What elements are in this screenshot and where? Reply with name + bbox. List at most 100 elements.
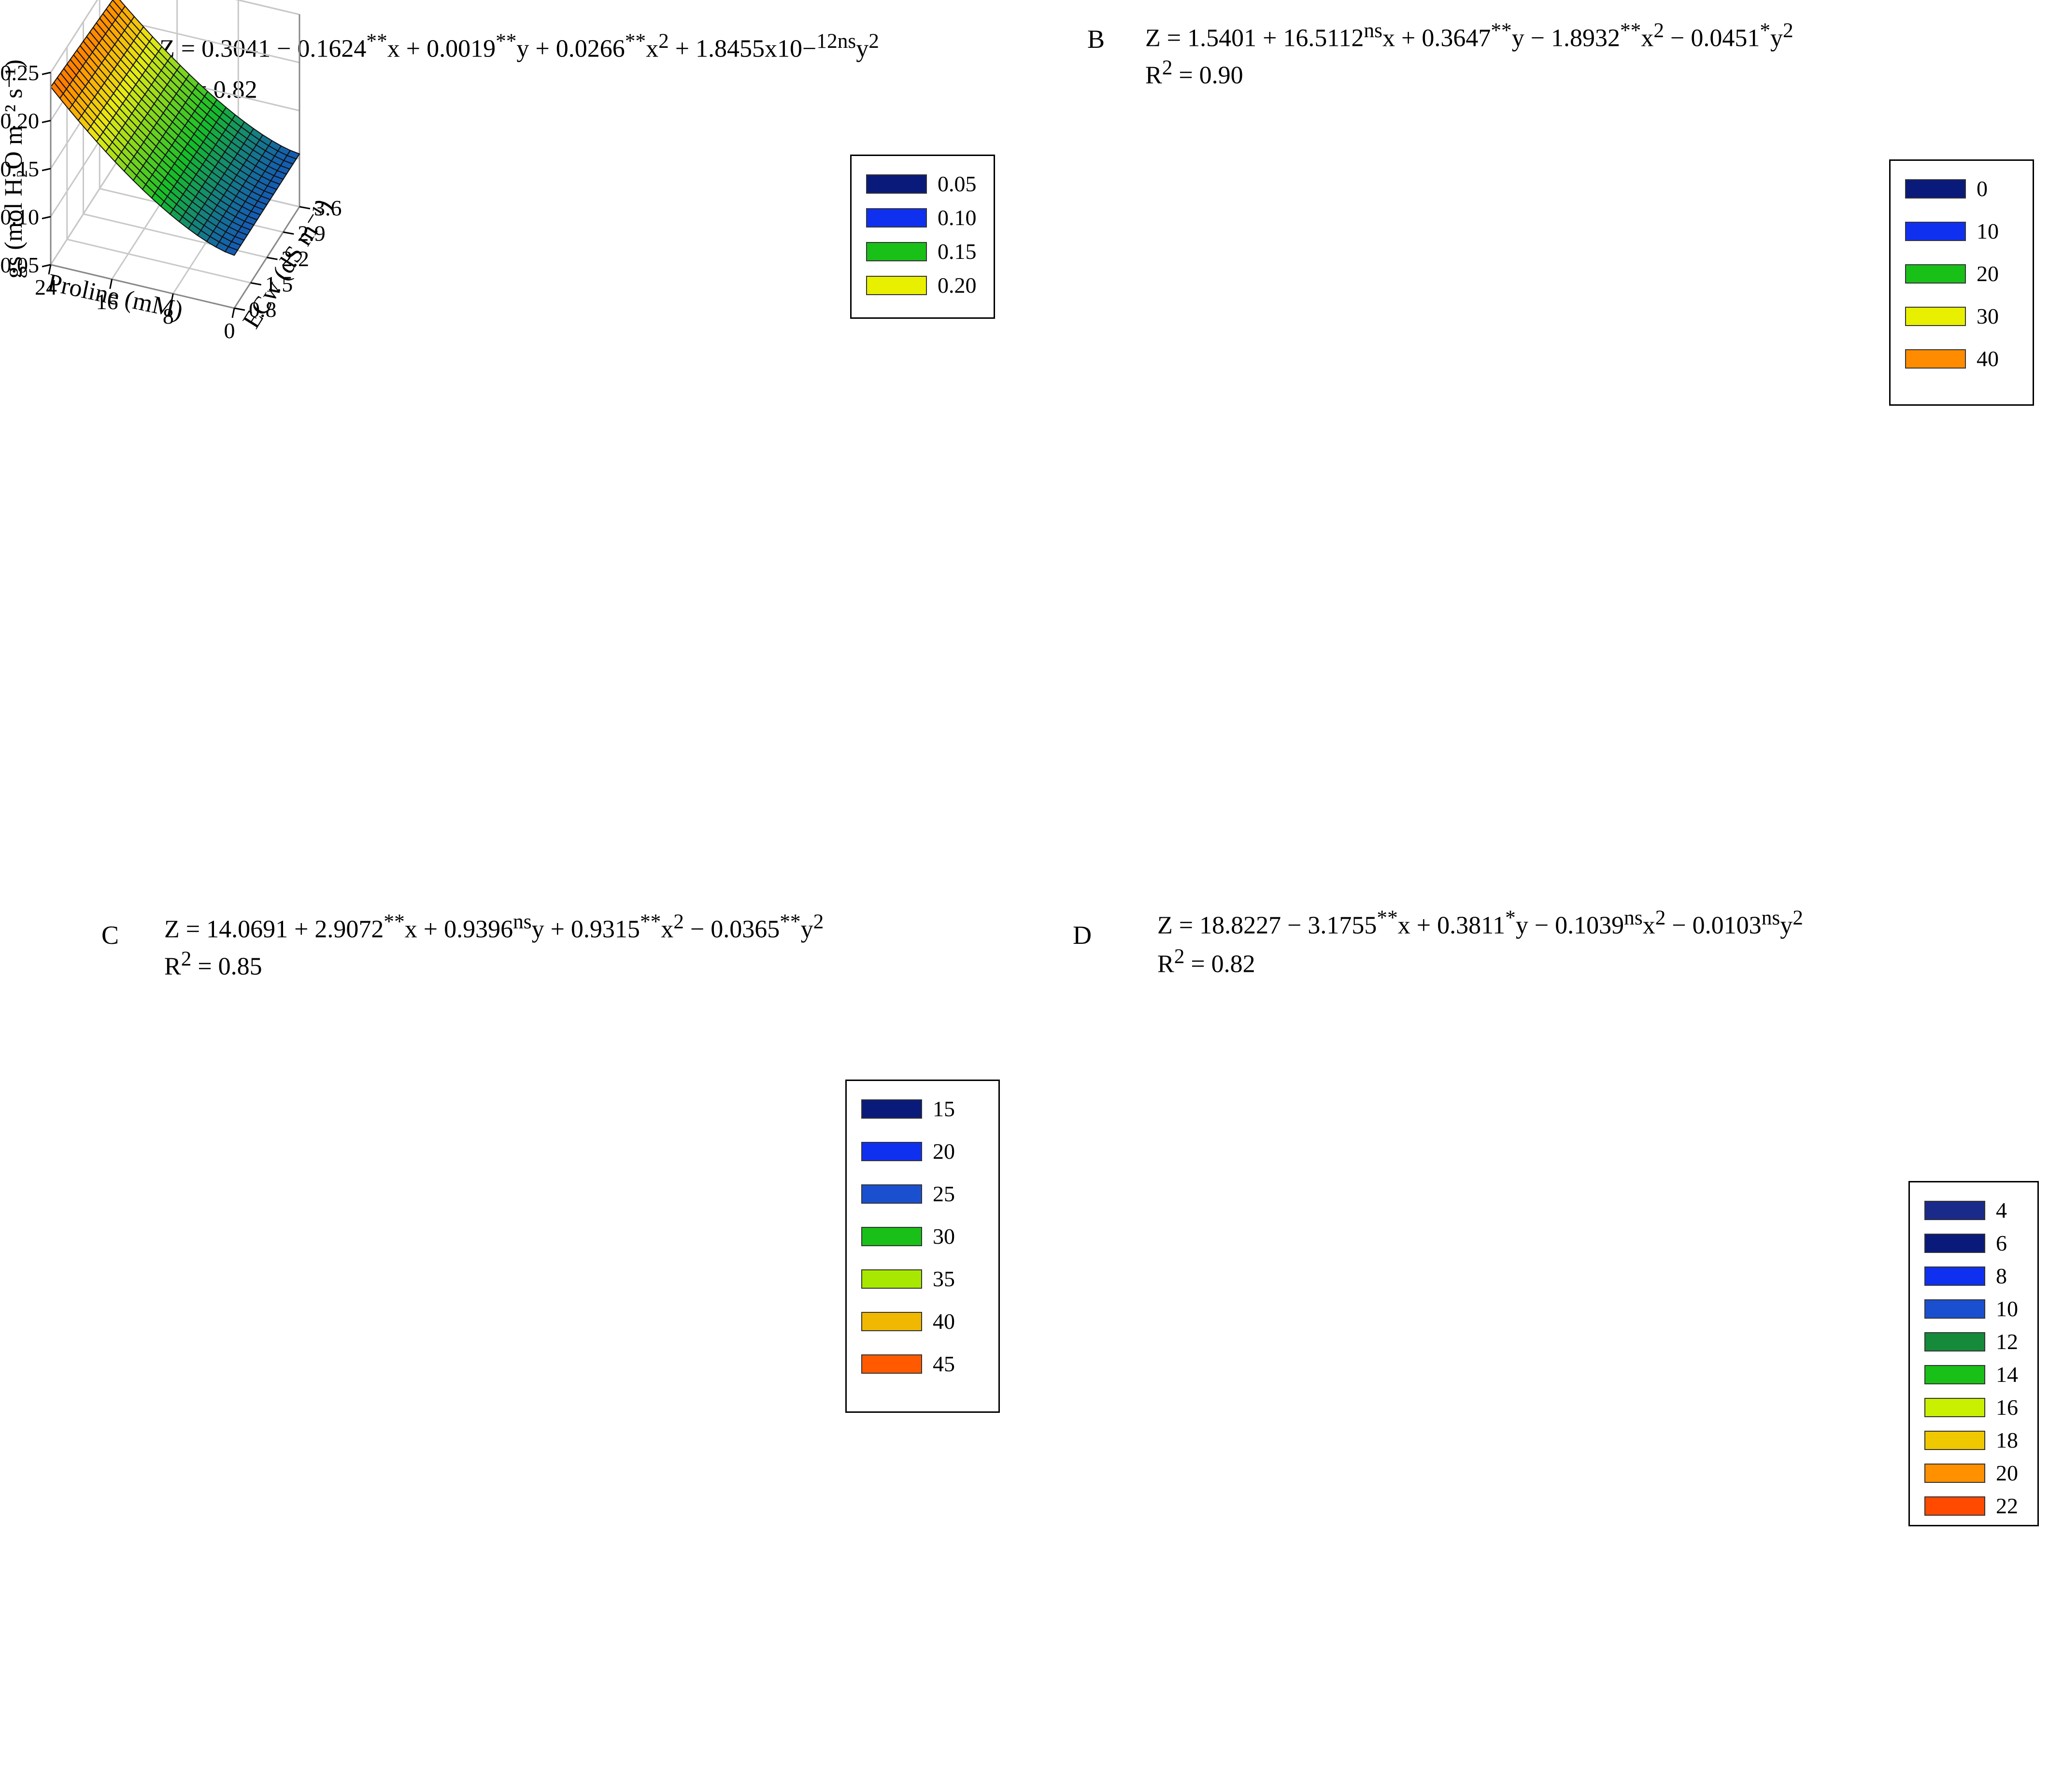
y-tick <box>283 231 294 235</box>
surface-plot: 0.05 0.10 0.15 0.20 0.25 24 16 8 0 0.81.52.22.93.… <box>0 0 342 343</box>
z-tick-label: 0.05 <box>0 253 40 277</box>
panel-c: C Z = 14.0691 + 2.9072**x + 0.9396nsy + … <box>0 896 1024 1792</box>
legend-swatch <box>1905 179 1966 199</box>
z-gridline <box>115 18 300 63</box>
legend-label: 20 <box>933 1139 955 1164</box>
y-tick <box>234 307 245 311</box>
surface-cell <box>224 246 239 256</box>
legend-swatch <box>1905 264 1966 284</box>
z-tick-label: 0.10 <box>0 205 40 229</box>
legend: 0.05 0.10 0.15 0.20 <box>850 155 995 319</box>
legend-swatch <box>861 1099 922 1119</box>
legend-label: 40 <box>933 1309 955 1334</box>
z-tick <box>42 120 51 123</box>
x-tick-label: 0 <box>224 318 235 343</box>
legend-swatch <box>861 1312 922 1331</box>
panel-b: B Z = 1.5401 + 16.5112nsx + 0.3647**y − … <box>1024 0 2049 896</box>
panel-letter: C <box>101 921 119 950</box>
y-tick-label: 0.8 <box>249 297 277 322</box>
surface-plot: 468101214161820222416800.81.52.22.93.6A … <box>1024 896 2049 1792</box>
r-squared: R2 = 0.82 <box>1157 945 1255 978</box>
legend-label: 0 <box>1977 176 1988 201</box>
legend-label: 16 <box>1996 1395 2018 1420</box>
legend-swatch <box>861 1142 922 1161</box>
equation: Z = 18.8227 − 3.1755**x + 0.3811*y − 0.1… <box>1157 906 1803 939</box>
x-tick <box>231 308 235 318</box>
legend-swatch <box>861 1227 922 1246</box>
legend-label: 12 <box>1996 1329 2018 1354</box>
x-axis-title: Proline (mM) <box>45 269 185 324</box>
floor-gridline <box>67 239 251 284</box>
legend-swatch <box>861 1354 922 1374</box>
legend-label: 22 <box>1996 1493 2018 1518</box>
y-tick <box>250 282 262 285</box>
legend-label: 30 <box>933 1224 955 1249</box>
z-tick <box>42 216 51 219</box>
legend-swatch <box>1924 1201 1985 1220</box>
legend: 0 10 20 30 40 <box>1889 159 2034 406</box>
legend-label: 35 <box>933 1266 955 1291</box>
legend-label: 0.10 <box>938 205 977 230</box>
legend-swatch <box>866 174 927 194</box>
legend-label: 10 <box>1996 1296 2018 1321</box>
y-tick-label: 2.9 <box>298 221 326 246</box>
z-gridline <box>235 0 300 15</box>
z-tick <box>42 168 51 171</box>
legend-label: 40 <box>1977 346 1999 371</box>
z-tick <box>42 71 51 75</box>
legend-swatch <box>1924 1266 1985 1286</box>
y-tick-label: 3.6 <box>314 196 342 220</box>
y-tick-label: 1.5 <box>265 272 293 297</box>
legend-label: 30 <box>1977 304 1999 328</box>
r-squared: R2 = 0.85 <box>164 947 262 981</box>
legend-label: 45 <box>933 1351 955 1376</box>
legend-swatch <box>866 242 927 261</box>
legend-swatch <box>1905 307 1966 326</box>
legend-swatch <box>866 208 927 228</box>
y-tick-label: 2.2 <box>282 246 310 271</box>
x-axis <box>50 264 235 309</box>
panel-d: D Z = 18.8227 − 3.1755**x + 0.3811*y − 0… <box>1024 896 2049 1792</box>
x-tick <box>48 264 52 275</box>
y-tick <box>267 256 278 260</box>
legend-swatch <box>1924 1431 1985 1450</box>
r-squared: R2 = 0.90 <box>1145 56 1243 89</box>
legend-label: 8 <box>1996 1264 2007 1288</box>
equation: Z = 0.3041 − 0.1624**x + 0.0019**y + 0.0… <box>159 29 879 63</box>
legend-swatch <box>1924 1332 1985 1351</box>
z-tick <box>42 264 51 268</box>
legend-label: 20 <box>1977 261 1999 286</box>
legend-swatch <box>1924 1464 1985 1483</box>
legend-label: 25 <box>933 1181 955 1206</box>
legend-label: 6 <box>1996 1231 2007 1255</box>
legend-swatch <box>1905 222 1966 241</box>
legend-swatch <box>861 1269 922 1289</box>
surface-plot: 0102030402416800.81.52.22.93.6Water satu… <box>1024 0 2049 896</box>
legend-swatch <box>1924 1496 1985 1516</box>
legend-label: 15 <box>933 1096 955 1121</box>
legend-swatch <box>1924 1234 1985 1253</box>
equation: Z = 14.0691 + 2.9072**x + 0.9396nsy + 0.… <box>164 910 824 943</box>
legend-swatch <box>1924 1299 1985 1319</box>
legend-swatch <box>861 1184 922 1204</box>
x-tick <box>170 293 174 304</box>
legend-label: 0.15 <box>938 239 977 264</box>
legend-label: 4 <box>1996 1198 2007 1223</box>
x-tick-label: 16 <box>96 289 118 314</box>
y-tick <box>299 206 311 210</box>
x-tick <box>109 279 113 289</box>
legend-swatch <box>1905 349 1966 369</box>
legend: 4 6 8 10 12 14 16 18 20 22 <box>1908 1181 2039 1526</box>
legend-label: 10 <box>1977 219 1999 243</box>
x-tick-label: 24 <box>35 275 57 299</box>
z-axis-title: gs (mol H₂O m⁻² s⁻¹) <box>0 59 28 279</box>
legend: 15 20 25 30 35 40 45 <box>845 1080 1000 1413</box>
legend-swatch <box>1924 1398 1985 1417</box>
panel-a: A Z = 0.3041 − 0.1624**x + 0.0019**y + 0… <box>0 0 1024 896</box>
legend-label: 18 <box>1996 1428 2018 1452</box>
legend-swatch <box>1924 1365 1985 1384</box>
equation: Z = 1.5401 + 16.5112nsx + 0.3647**y − 1.… <box>1145 19 1793 52</box>
x-tick-label: 8 <box>163 304 174 328</box>
z-tick-label: 0.15 <box>0 156 40 181</box>
legend-label: 20 <box>1996 1461 2018 1485</box>
